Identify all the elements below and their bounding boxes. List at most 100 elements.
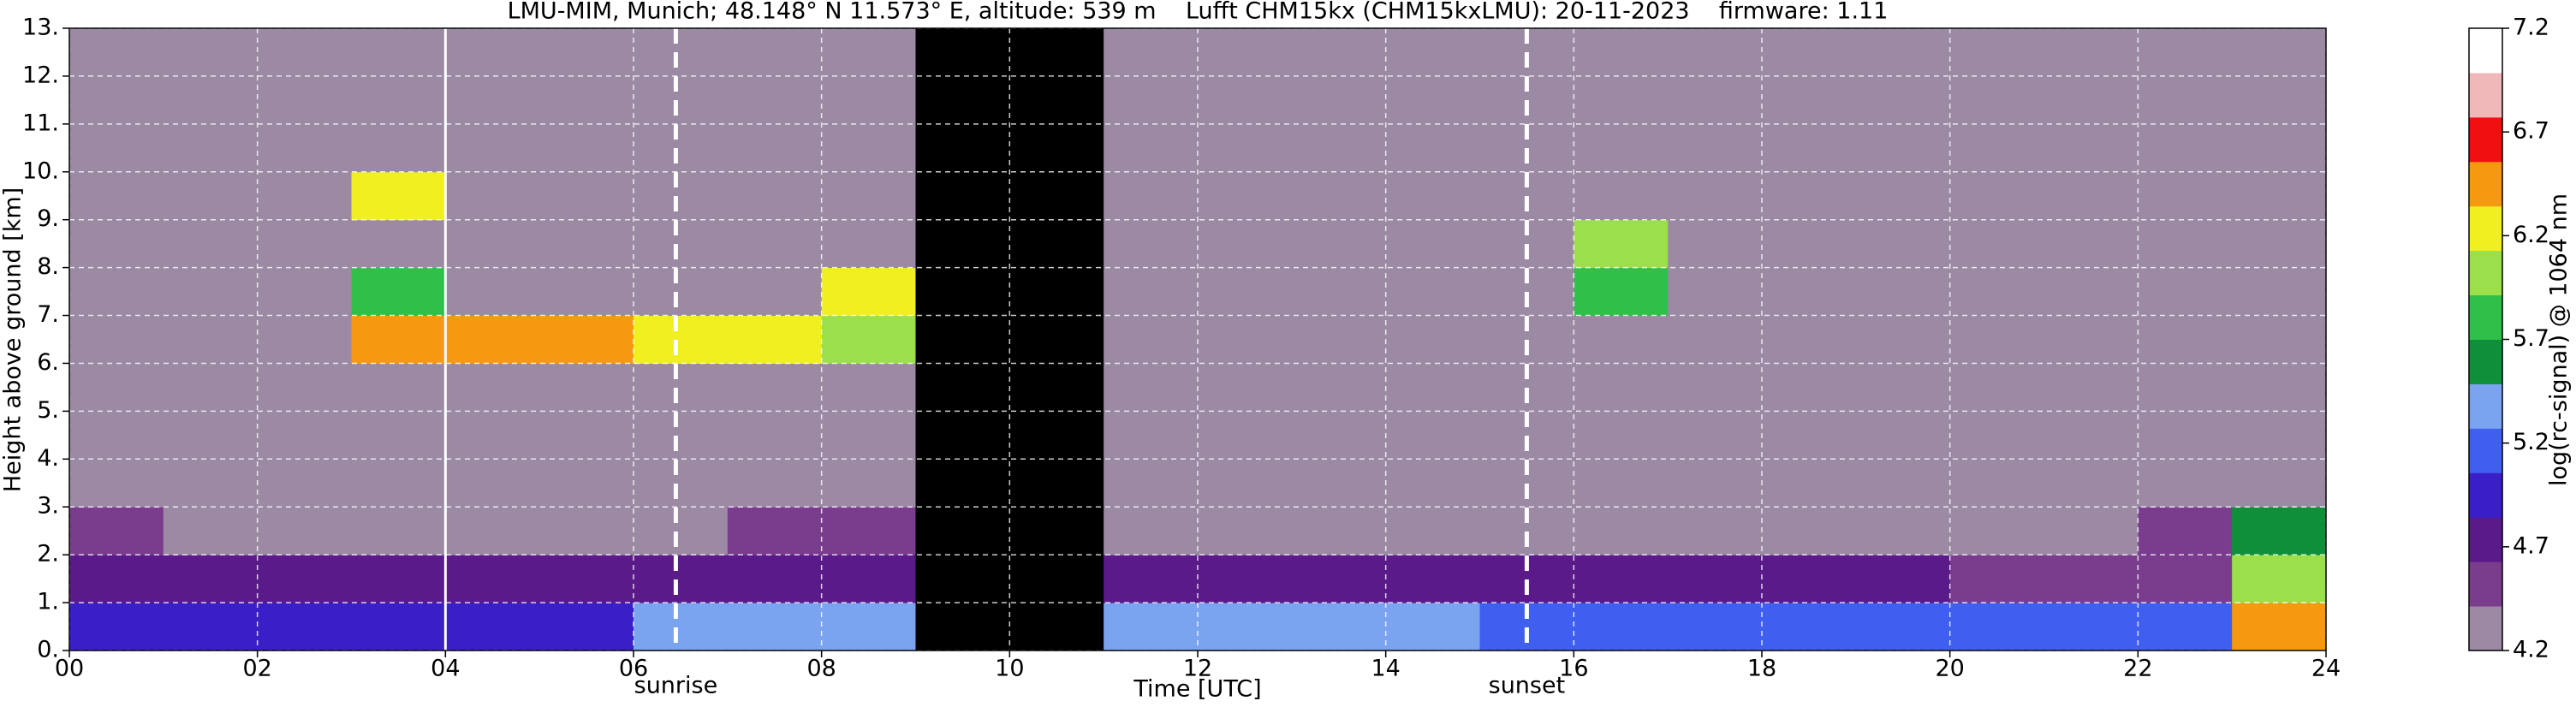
heatmap-cell <box>1009 219 1104 269</box>
heatmap-cell <box>69 123 164 173</box>
heatmap-cell <box>445 459 540 508</box>
heatmap-cell <box>2232 507 2327 556</box>
heatmap-cell <box>634 459 729 508</box>
heatmap-cell <box>1104 363 1199 412</box>
heatmap-cell <box>2232 267 2327 317</box>
heatmap-cell <box>1198 28 1293 77</box>
heatmap-cell <box>163 267 259 317</box>
heatmap-cell <box>1762 507 1857 556</box>
heatmap-cell <box>821 28 916 77</box>
colorbar-tick-label: 4.2 <box>2513 637 2549 663</box>
heatmap-cell <box>915 315 1010 364</box>
heatmap-cell <box>821 411 916 460</box>
heatmap-cell <box>634 75 729 125</box>
heatmap-cell <box>1009 28 1104 77</box>
heatmap-cell <box>69 507 164 556</box>
heatmap-cell <box>351 507 446 556</box>
heatmap-cell <box>2232 171 2327 221</box>
heatmap-cell <box>1762 315 1857 364</box>
x-tick-label: 18 <box>1747 656 1776 682</box>
heatmap-cell <box>634 363 729 412</box>
heatmap-cell <box>1198 555 1293 603</box>
heatmap-cell <box>1855 28 1951 77</box>
heatmap-cell <box>1009 507 1104 556</box>
heatmap-cell <box>1291 28 1387 77</box>
heatmap-cell <box>1198 219 1293 269</box>
heatmap-cell <box>821 123 916 173</box>
heatmap-cell <box>1574 507 1669 556</box>
heatmap-cell <box>2138 363 2233 412</box>
heatmap-cell <box>1291 363 1387 412</box>
heatmap-cell <box>539 219 634 269</box>
heatmap-cell <box>351 555 446 603</box>
heatmap-cell <box>2138 315 2233 364</box>
heatmap-cell <box>1385 219 1480 269</box>
heatmap-cell <box>915 267 1010 317</box>
heatmap-cell <box>1385 411 1480 460</box>
heatmap-cell <box>1385 363 1480 412</box>
heatmap-cell <box>1009 603 1104 651</box>
heatmap-cell <box>1104 603 1199 651</box>
heatmap-cell <box>821 363 916 412</box>
heatmap-cell <box>2138 411 2233 460</box>
x-tick-label: 02 <box>242 656 271 682</box>
heatmap-cell <box>351 171 446 221</box>
heatmap-cell <box>915 363 1010 412</box>
heatmap-cell <box>1949 171 2044 221</box>
heatmap-cell <box>539 363 634 412</box>
heatmap-cell <box>1949 315 2044 364</box>
heatmap-cell <box>1574 123 1669 173</box>
heatmap-cell <box>915 171 1010 221</box>
y-tick-label: 10. <box>22 157 59 184</box>
heatmap-cell <box>1668 75 1763 125</box>
heatmap-cell <box>634 315 729 364</box>
heatmap-cell <box>2232 28 2327 77</box>
heatmap-cell <box>1574 28 1669 77</box>
heatmap-cell <box>1855 507 1951 556</box>
heatmap-cell <box>1574 267 1669 317</box>
heatmap-cell <box>1104 28 1199 77</box>
heatmap-cell <box>2044 411 2139 460</box>
heatmap-cell <box>2044 28 2139 77</box>
heatmap-cell <box>539 507 634 556</box>
heatmap-cell <box>539 603 634 651</box>
heatmap-cell <box>539 555 634 603</box>
heatmap-cell <box>1855 363 1951 412</box>
heatmap-cell <box>821 75 916 125</box>
y-tick-label: 5. <box>37 397 59 424</box>
heatmap-cell <box>1762 123 1857 173</box>
y-tick-label: 13. <box>22 15 59 41</box>
heatmap-cell <box>1949 459 2044 508</box>
heatmap-cell <box>1198 363 1293 412</box>
heatmap-cell <box>2044 507 2139 556</box>
heatmap-cell <box>1855 603 1951 651</box>
heatmap-cell <box>1668 28 1763 77</box>
y-axis-label: Height above ground [km] <box>0 187 27 492</box>
heatmap-cell <box>2044 171 2139 221</box>
marker-label: sunrise <box>634 673 718 699</box>
heatmap-cell <box>1668 267 1763 317</box>
heatmap-cell <box>821 171 916 221</box>
y-tick-label: 11. <box>22 110 59 136</box>
heatmap-cell <box>2138 267 2233 317</box>
heatmap-cell <box>69 555 164 603</box>
heatmap-cell <box>1949 363 2044 412</box>
heatmap-cell <box>1198 315 1293 364</box>
colorbar-swatch <box>2469 472 2502 518</box>
heatmap-cell <box>634 411 729 460</box>
chart-title: LMU-MIM, Munich; 48.148° N 11.573° E, al… <box>508 0 1889 25</box>
heatmap-cell <box>1949 28 2044 77</box>
heatmap-cell <box>69 603 164 651</box>
heatmap-cell <box>445 219 540 269</box>
heatmap-cell <box>1574 171 1669 221</box>
heatmap-cell <box>1291 267 1387 317</box>
heatmap-cell <box>69 28 164 77</box>
heatmap-cell <box>539 267 634 317</box>
colorbar-tick-label: 6.7 <box>2513 118 2549 145</box>
heatmap-cell <box>1949 219 2044 269</box>
heatmap-cell <box>1198 75 1293 125</box>
colorbar-swatch <box>2469 28 2502 74</box>
heatmap-cell <box>821 219 916 269</box>
heatmap-cell <box>257 507 352 556</box>
